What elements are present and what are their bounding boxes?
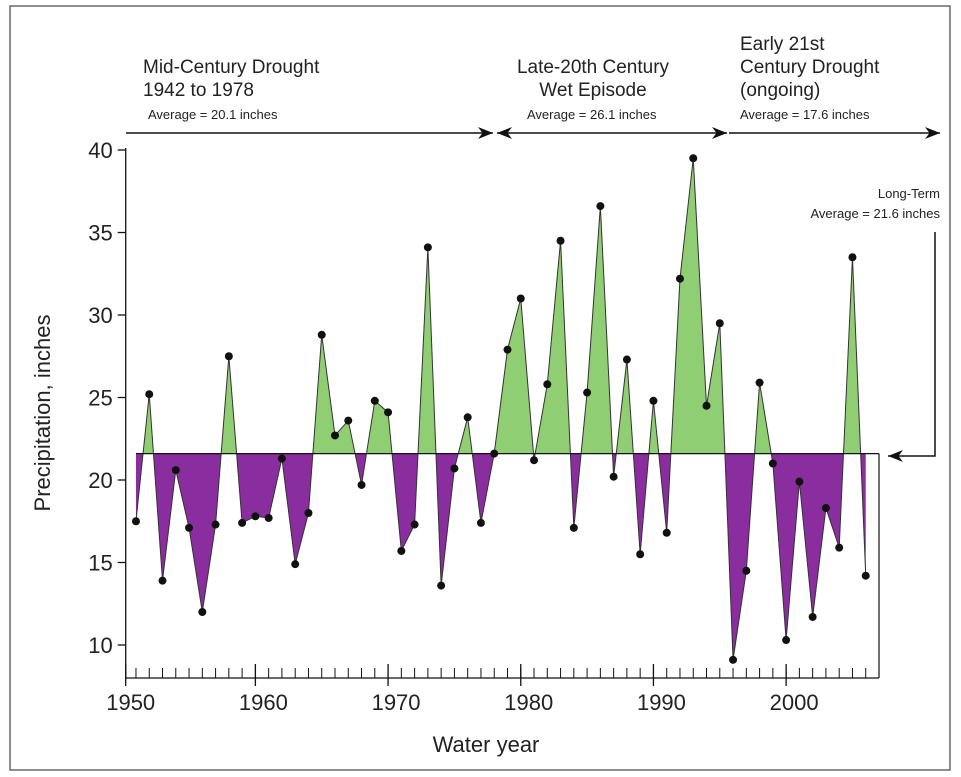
long-term-label: Average = 21.6 inches	[811, 206, 941, 221]
data-point	[145, 390, 154, 399]
data-point	[277, 454, 286, 463]
y-axis-title: Precipitation, inches	[30, 315, 55, 512]
data-point	[384, 408, 393, 417]
data-point	[583, 388, 592, 397]
data-point	[689, 154, 698, 163]
data-point	[649, 396, 658, 405]
data-point	[755, 378, 764, 387]
data-point	[450, 464, 459, 473]
data-point	[503, 345, 512, 354]
data-point	[622, 355, 631, 364]
data-point	[848, 253, 857, 262]
period-title: Late-20th Century	[517, 57, 670, 78]
data-point	[662, 528, 671, 537]
x-tick-label: 1960	[239, 690, 288, 715]
data-point	[437, 581, 446, 590]
data-point	[516, 294, 525, 303]
x-tick-label: 1980	[504, 690, 553, 715]
data-point	[556, 236, 565, 245]
data-point	[476, 518, 485, 527]
annotations	[126, 127, 940, 462]
data-point	[198, 608, 207, 616]
period-title: Wet Episode	[539, 80, 646, 101]
x-tick-label: 1970	[372, 690, 421, 715]
data-point	[490, 449, 499, 458]
data-point	[702, 401, 711, 410]
data-point	[596, 202, 605, 211]
data-point	[131, 517, 140, 526]
data-point	[675, 274, 684, 283]
long-term-label: Long-Term	[878, 186, 940, 201]
data-point	[397, 546, 406, 555]
data-point	[330, 431, 339, 440]
data-point	[238, 518, 247, 527]
data-point	[768, 459, 777, 468]
data-point	[821, 504, 830, 513]
data-point	[636, 550, 645, 559]
y-tick-label: 30	[88, 303, 112, 328]
x-tick-label: 1990	[637, 690, 686, 715]
data-point	[463, 413, 472, 422]
data-point	[835, 543, 844, 552]
y-tick-label: 15	[88, 551, 112, 576]
period-title: 1942 to 1978	[143, 80, 254, 101]
data-point	[609, 472, 618, 481]
period-average: Average = 20.1 inches	[148, 107, 278, 122]
data-point	[344, 416, 353, 425]
data-point	[715, 319, 724, 328]
data-point	[543, 380, 552, 389]
data-point	[185, 523, 194, 532]
period-title: Mid-Century Drought	[143, 57, 320, 78]
average-arrow	[888, 232, 936, 462]
data-point	[410, 520, 419, 529]
period-title: Early 21st	[740, 34, 825, 55]
area-above	[135, 158, 866, 454]
data-point	[158, 576, 167, 585]
data-point	[808, 612, 817, 621]
y-tick-label: 10	[88, 633, 112, 658]
data-point	[224, 352, 233, 361]
data-point	[211, 520, 220, 529]
data-point	[729, 655, 738, 664]
data-point	[357, 480, 366, 489]
data-point	[569, 523, 578, 532]
data-point	[795, 477, 804, 486]
data-point	[861, 571, 870, 580]
data-point	[304, 509, 313, 517]
y-tick-label: 25	[88, 386, 112, 411]
data-point	[264, 513, 273, 522]
y-tick-label: 35	[88, 221, 112, 246]
data-point	[291, 560, 300, 569]
x-tick-label: 2000	[770, 690, 819, 715]
frame	[9, 5, 951, 771]
y-tick-label: 40	[88, 138, 112, 163]
period-average: Average = 26.1 inches	[527, 107, 657, 122]
data-point	[530, 456, 539, 465]
period-average: Average = 17.6 inches	[740, 107, 870, 122]
data-point	[251, 512, 260, 521]
data-point	[171, 466, 180, 475]
data-point	[370, 396, 379, 405]
data-point	[782, 636, 791, 645]
data-point	[423, 243, 432, 252]
x-tick-label: 1950	[106, 690, 155, 715]
data-point	[742, 566, 751, 575]
y-tick-label: 20	[88, 468, 112, 493]
data-point	[317, 330, 326, 339]
x-axis-title: Water year	[433, 732, 540, 757]
period-title: (ongoing)	[740, 80, 820, 101]
area-below	[135, 453, 866, 660]
period-title: Century Drought	[740, 57, 880, 78]
